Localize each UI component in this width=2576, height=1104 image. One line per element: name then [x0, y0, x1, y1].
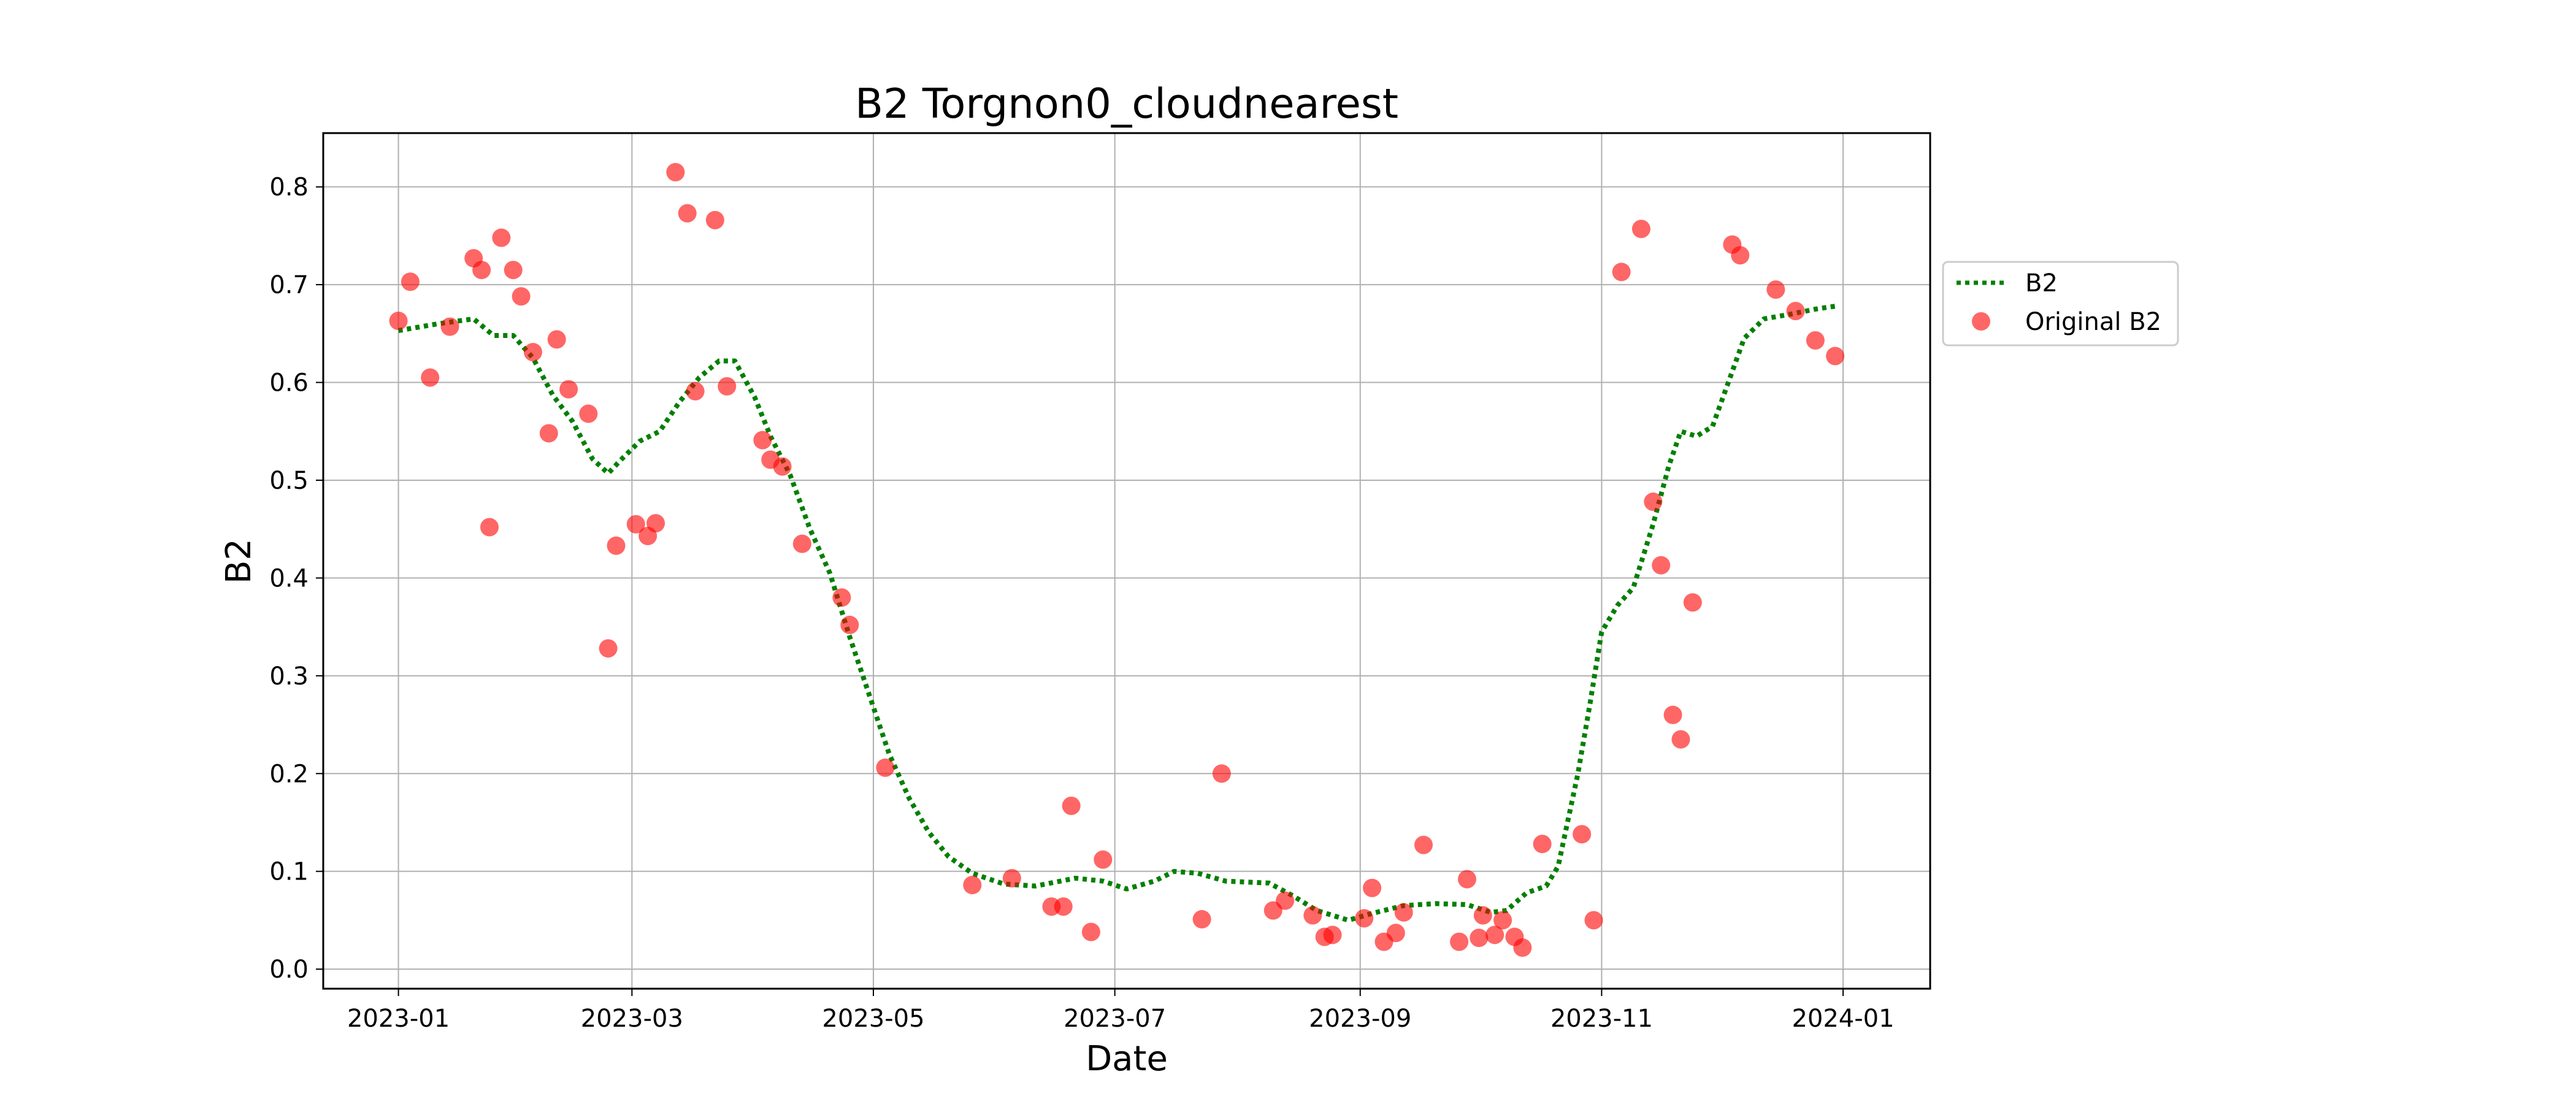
data-point-original-b2 — [686, 381, 705, 401]
data-point-original-b2 — [1303, 906, 1322, 925]
y-tick-label: 0.0 — [269, 956, 309, 984]
data-point-original-b2 — [1493, 911, 1512, 930]
y-tick-label: 0.2 — [269, 760, 309, 788]
data-point-original-b2 — [1766, 280, 1785, 299]
data-point-original-b2 — [666, 163, 685, 182]
data-point-original-b2 — [1002, 868, 1021, 887]
data-point-original-b2 — [1054, 897, 1073, 916]
data-point-original-b2 — [1355, 909, 1374, 928]
data-point-original-b2 — [1612, 263, 1631, 282]
data-point-original-b2 — [440, 317, 459, 336]
data-point-original-b2 — [539, 424, 558, 443]
data-point-original-b2 — [963, 876, 982, 895]
y-tick-label: 0.4 — [269, 564, 309, 592]
data-point-original-b2 — [1731, 246, 1750, 265]
data-point-original-b2 — [1094, 850, 1113, 869]
data-point-original-b2 — [718, 377, 737, 396]
y-axis-label: B2 — [219, 539, 259, 584]
data-point-original-b2 — [832, 588, 851, 607]
data-point-original-b2 — [1276, 891, 1295, 910]
legend-label-original-b2: Original B2 — [2025, 308, 2161, 336]
legend-point-swatch — [1972, 312, 1990, 331]
data-point-original-b2 — [1450, 932, 1469, 951]
data-point-original-b2 — [1414, 835, 1433, 854]
data-point-original-b2 — [599, 639, 618, 658]
data-point-original-b2 — [705, 210, 724, 229]
x-tick-label: 2023-11 — [1551, 1005, 1653, 1033]
data-point-original-b2 — [1363, 878, 1382, 897]
data-point-original-b2 — [1533, 835, 1552, 854]
data-point-original-b2 — [401, 272, 420, 291]
plot-frame — [322, 132, 1931, 990]
data-point-original-b2 — [1671, 730, 1690, 749]
data-point-original-b2 — [547, 330, 566, 349]
data-point-original-b2 — [1192, 910, 1211, 929]
x-tick-label: 2023-09 — [1309, 1005, 1411, 1033]
x-tick-label: 2023-07 — [1064, 1005, 1166, 1033]
data-point-original-b2 — [1386, 924, 1405, 943]
data-point-original-b2 — [678, 204, 697, 223]
y-tick-label: 0.5 — [269, 467, 309, 495]
data-point-original-b2 — [1663, 705, 1682, 724]
x-tick-label: 2023-01 — [347, 1005, 450, 1033]
data-point-original-b2 — [1786, 302, 1805, 321]
data-point-original-b2 — [524, 343, 543, 362]
data-point-original-b2 — [1394, 903, 1413, 922]
x-tick-label: 2024-01 — [1792, 1005, 1894, 1033]
data-point-original-b2 — [773, 457, 792, 476]
data-point-original-b2 — [1806, 331, 1825, 350]
data-point-original-b2 — [626, 515, 645, 534]
legend: B2 Original B2 — [1942, 261, 2179, 347]
data-point-original-b2 — [504, 261, 523, 280]
data-point-original-b2 — [607, 536, 626, 555]
data-point-original-b2 — [1457, 870, 1476, 889]
data-point-original-b2 — [646, 514, 665, 533]
x-tick-label: 2023-05 — [822, 1005, 924, 1033]
data-point-original-b2 — [512, 287, 531, 306]
data-point-original-b2 — [840, 615, 859, 634]
data-point-original-b2 — [1644, 493, 1663, 512]
data-point-original-b2 — [792, 534, 811, 553]
y-tick-label: 0.7 — [269, 271, 309, 299]
plot-series — [389, 163, 1845, 957]
data-point-original-b2 — [1652, 556, 1671, 575]
y-tick-label: 0.3 — [269, 662, 309, 691]
data-point-original-b2 — [421, 368, 440, 387]
data-point-original-b2 — [579, 404, 598, 423]
data-point-original-b2 — [1584, 911, 1603, 930]
data-point-original-b2 — [1683, 593, 1702, 612]
data-point-original-b2 — [492, 228, 511, 247]
data-point-original-b2 — [1826, 347, 1845, 366]
y-tick-label: 0.6 — [269, 369, 309, 397]
data-point-original-b2 — [753, 431, 772, 450]
chart-title: B2 Torgnon0_cloudnearest — [855, 80, 1398, 128]
data-point-original-b2 — [1081, 922, 1100, 941]
axis-ticks: 2023-01 2023-03 2023-05 2023-07 2023-09 2023-… — [269, 174, 1894, 1033]
y-tick-label: 0.8 — [269, 174, 309, 202]
data-point-original-b2 — [389, 312, 408, 331]
data-point-original-b2 — [1323, 926, 1342, 945]
data-point-original-b2 — [1573, 825, 1592, 844]
data-point-original-b2 — [876, 758, 895, 777]
y-tick-label: 0.1 — [269, 858, 309, 886]
data-point-original-b2 — [480, 518, 499, 537]
data-point-original-b2 — [1485, 926, 1505, 945]
data-point-original-b2 — [1212, 764, 1231, 783]
legend-label-b2: B2 — [2025, 269, 2058, 297]
data-point-original-b2 — [1473, 906, 1492, 925]
data-point-original-b2 — [559, 380, 578, 399]
data-point-original-b2 — [1513, 938, 1532, 957]
x-tick-label: 2023-03 — [581, 1005, 683, 1033]
data-point-original-b2 — [472, 261, 491, 280]
series-line-b2 — [397, 304, 1836, 923]
x-axis-label: Date — [1086, 1039, 1168, 1079]
data-point-original-b2 — [1470, 929, 1489, 948]
data-point-original-b2 — [1631, 220, 1650, 239]
data-point-original-b2 — [1062, 796, 1081, 815]
grid — [323, 133, 1930, 989]
